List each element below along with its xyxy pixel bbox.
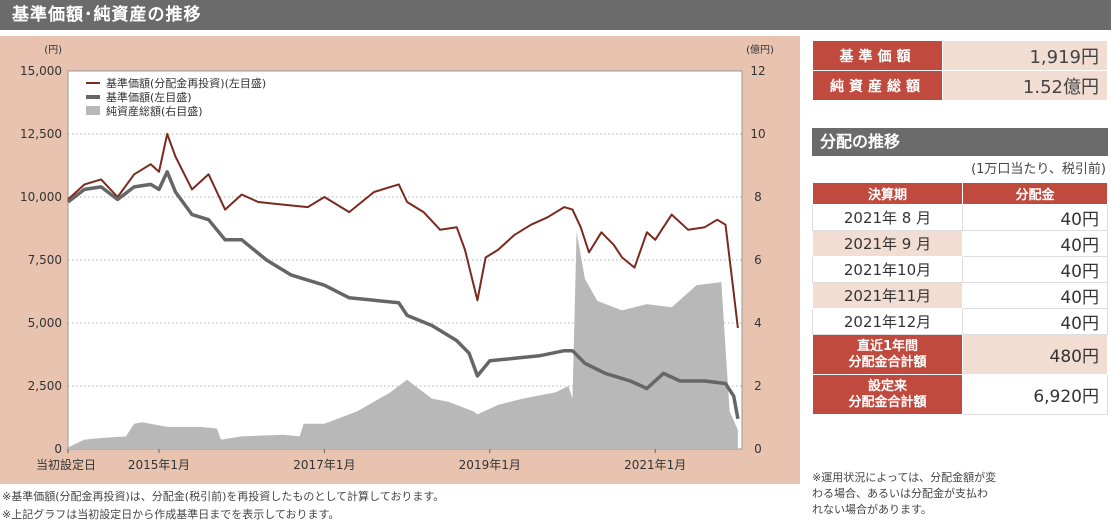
row-amount: 40円 xyxy=(962,204,1108,231)
y-right-tick-label: 0 xyxy=(754,442,762,456)
row-amount: 40円 xyxy=(962,308,1108,335)
since-inception-row: 設定来 分配金合計額 6,920円 xyxy=(812,374,1108,415)
since-inception-label-line1: 設定来 xyxy=(867,378,907,394)
side-note: ※運用状況によっては、分配金額が変 わる場合、あるいは分配金が支払わ れない場合… xyxy=(812,470,1111,518)
row-period: 2021年 8 月 xyxy=(812,204,963,231)
since-inception-label: 設定来 分配金合計額 xyxy=(812,374,963,415)
legend-label: 基準価額(分配金再投資)(左目盛) xyxy=(106,76,266,90)
side-note-line-1: ※運用状況によっては、分配金額が変 xyxy=(812,471,997,484)
legend-swatch xyxy=(86,106,100,115)
table-row: 2021年 9 月 40円 xyxy=(812,230,1108,257)
y-left-tick-label: 15,000 xyxy=(20,64,62,78)
nav-chart: 15,000 12,500 10,000 7,500 5,000 2,500 0 12 10 8 6… xyxy=(20,43,774,472)
y-right-tick-label: 4 xyxy=(754,316,762,330)
section-title: 基準価額･純資産の推移 xyxy=(0,0,1111,30)
row-period: 2021年11月 xyxy=(812,282,963,309)
y-right-unit: (億円) xyxy=(746,43,774,56)
x-tick-label: 当初設定日 xyxy=(36,457,96,472)
side-note-line-2: わる場合、あるいは分配金が支払わ xyxy=(812,487,988,500)
nav-label: 基準価額 xyxy=(812,40,943,71)
table-row: 2021年12月 40円 xyxy=(812,308,1108,335)
y-right-tick-label: 12 xyxy=(750,64,765,78)
distribution-unit: (1万口当たり、税引前) xyxy=(971,162,1106,177)
row-amount: 40円 xyxy=(962,256,1108,283)
row-amount: 40円 xyxy=(962,230,1108,257)
summary-table: 基準価額 1,919円 純資産総額 1.52億円 xyxy=(812,40,1108,101)
y-left-tick-label: 2,500 xyxy=(28,379,62,393)
distribution-header-row: 決算期 分配金 xyxy=(812,182,1108,205)
y-left-tick-label: 0 xyxy=(54,442,62,456)
row-period: 2021年10月 xyxy=(812,256,963,283)
y-left-tick-label: 5,000 xyxy=(28,316,62,330)
recent-total-value: 480円 xyxy=(962,334,1108,375)
since-inception-label-line2: 分配金合計額 xyxy=(848,394,927,410)
table-row: 2021年 8 月 40円 xyxy=(812,204,1108,231)
nav-value: 1,919円 xyxy=(942,40,1108,71)
recent-total-row: 直近1年間 分配金合計額 480円 xyxy=(812,334,1108,375)
assets-label: 純資産総額 xyxy=(812,70,943,101)
y-left-tick-label: 12,500 xyxy=(20,127,62,141)
right-column: 基準価額 1,919円 純資産総額 1.52億円 分配の推移 (1万口当たり、税… xyxy=(812,40,1111,516)
x-tick-label: 2019年1月 xyxy=(459,458,521,472)
chart-panel: 15,000 12,500 10,000 7,500 5,000 2,500 0 12 10 8 6… xyxy=(0,36,800,484)
row-period: 2021年 9 月 xyxy=(812,230,963,257)
recent-total-label-line2: 分配金合計額 xyxy=(848,354,927,370)
note-1: ※基準価額(分配金再投資)は、分配金(税引前)を再投資したものとして計算しており… xyxy=(2,490,445,503)
y-right-tick-label: 10 xyxy=(750,127,765,141)
col-amount-header: 分配金 xyxy=(962,182,1108,205)
row-amount: 40円 xyxy=(962,282,1108,309)
distribution-title: 分配の推移 xyxy=(812,128,1108,156)
table-row: 2021年11月 40円 xyxy=(812,282,1108,309)
legend-label: 純資産総額(右目盛) xyxy=(106,104,203,118)
x-tick-label: 2021年1月 xyxy=(624,458,686,472)
chart-notes: ※基準価額(分配金再投資)は、分配金(税引前)を再投資したものとして計算しており… xyxy=(2,488,802,524)
y-left-tick-label: 7,500 xyxy=(28,253,62,267)
assets-value: 1.52億円 xyxy=(942,70,1108,101)
table-row: 2021年10月 40円 xyxy=(812,256,1108,283)
series-line-nav-reinvested xyxy=(67,133,739,329)
y-left-tick-label: 10,000 xyxy=(20,190,62,204)
y-right-tick-label: 8 xyxy=(754,190,762,204)
row-period: 2021年12月 xyxy=(812,308,963,335)
distribution-table: 決算期 分配金 2021年 8 月 40円 2021年 9 月 40円 2021… xyxy=(812,182,1108,415)
recent-total-label-line1: 直近1年間 xyxy=(856,338,919,354)
y-left-unit: (円) xyxy=(44,45,62,56)
series-area-net-assets xyxy=(68,231,738,449)
x-tick-label: 2017年1月 xyxy=(293,458,355,472)
col-period-header: 決算期 xyxy=(812,182,963,205)
assets-row: 純資産総額 1.52億円 xyxy=(812,70,1108,101)
x-tick-label: 2015年1月 xyxy=(128,458,190,472)
series-line-nav xyxy=(66,170,740,420)
legend-label: 基準価額(左目盛) xyxy=(106,90,192,104)
y-right-tick-label: 2 xyxy=(754,379,762,393)
recent-total-label: 直近1年間 分配金合計額 xyxy=(812,334,963,375)
nav-row: 基準価額 1,919円 xyxy=(812,40,1108,71)
note-2: ※上記グラフは当初設定日から作成基準日までを表示しております。 xyxy=(2,508,340,521)
side-note-line-3: れない場合があります。 xyxy=(812,503,932,516)
y-right-tick-label: 6 xyxy=(754,253,762,267)
since-inception-value: 6,920円 xyxy=(962,374,1108,415)
